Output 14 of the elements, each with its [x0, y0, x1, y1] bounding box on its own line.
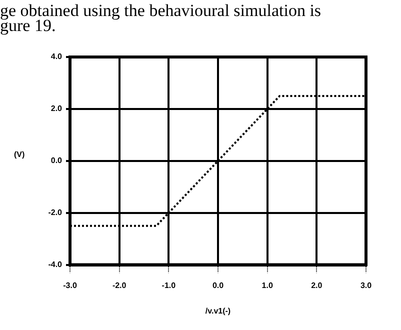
x-tick-label: 3.0	[360, 280, 372, 290]
x-tick-label: -2.0	[112, 280, 127, 290]
x-tick-label: 1.0	[262, 280, 274, 290]
y-tick-label: -2.0	[48, 208, 63, 218]
y-tick-label: 0.0	[50, 156, 63, 166]
y-tick-label: 2.0	[50, 104, 63, 114]
y-axis-title: (V)	[14, 150, 25, 159]
x-tick-label: 2.0	[311, 280, 323, 290]
x-tick-label: -3.0	[63, 280, 78, 290]
y-tick-label: -4.0	[48, 260, 63, 270]
x-axis-title: /v.v1(-)	[205, 306, 231, 316]
x-tick-label: -1.0	[162, 280, 176, 290]
y-tick-label: 4.0	[50, 52, 63, 62]
x-tick-label: 0.0	[212, 280, 224, 290]
